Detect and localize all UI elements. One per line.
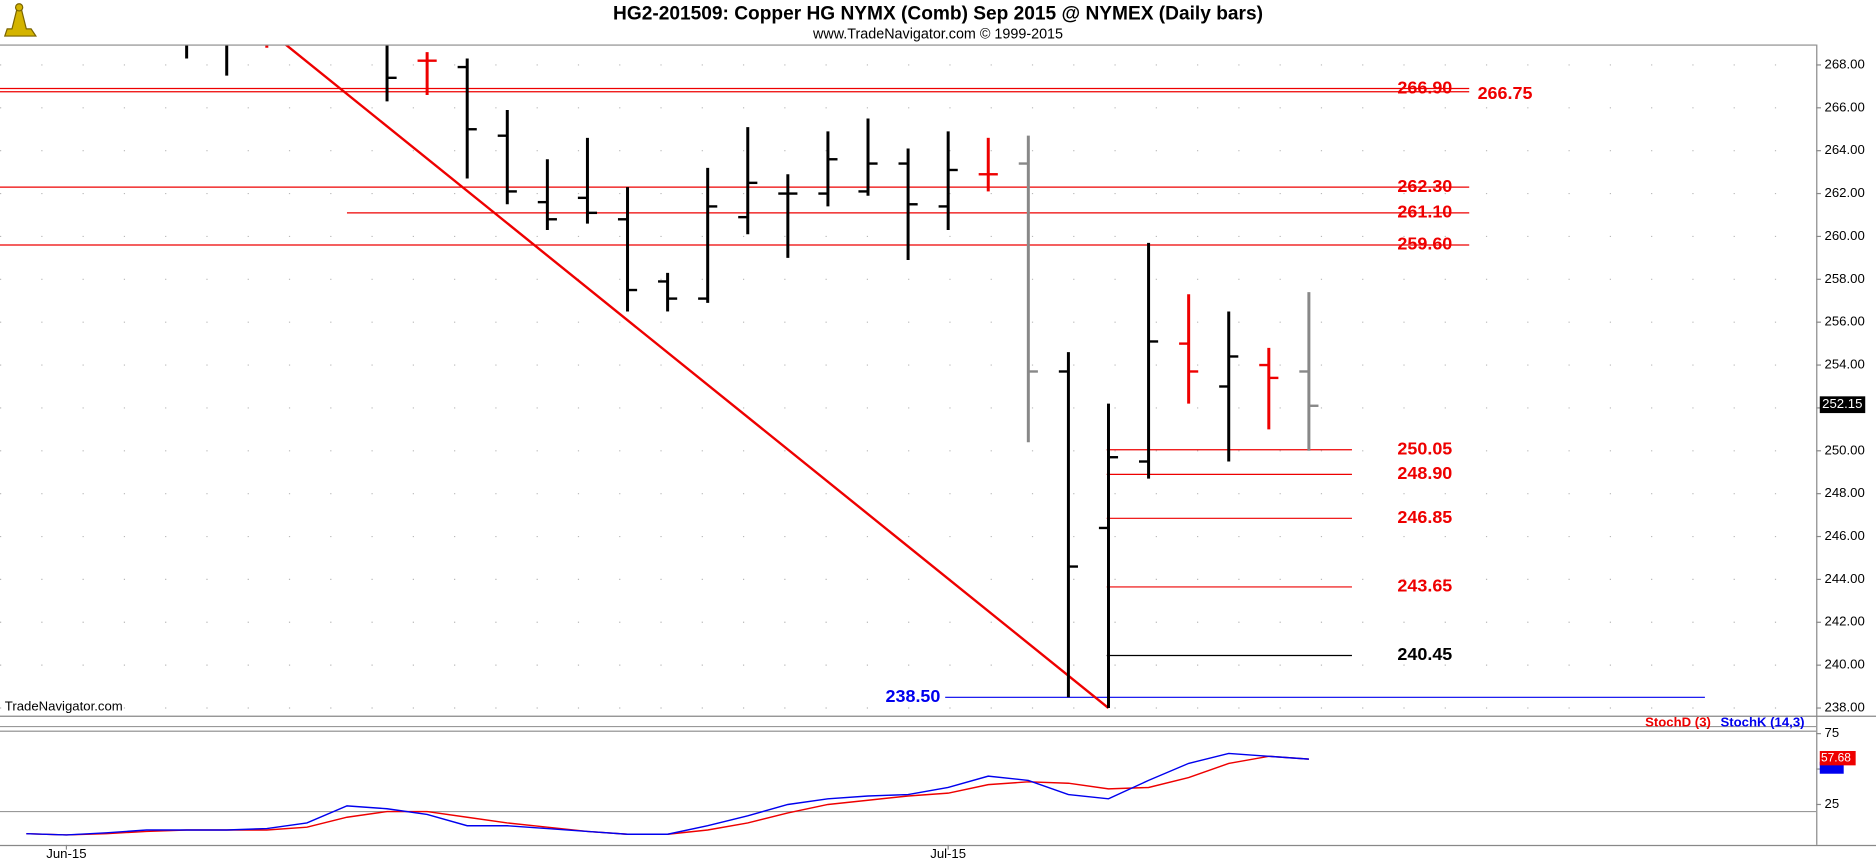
y-tick-label: 250.00 <box>1825 442 1865 457</box>
y-tick-label: 264.00 <box>1825 142 1865 157</box>
trendline <box>285 45 1110 709</box>
price-panel <box>0 45 1817 709</box>
level-label: 246.85 <box>1397 507 1452 527</box>
level-label: 243.65 <box>1397 576 1452 596</box>
price-axis: 238.00 240.00 242.00 244.00 246.00 248.00 250.… <box>46 56 1866 861</box>
level-label: 248.90 <box>1397 463 1452 483</box>
y-tick-label: 260.00 <box>1825 228 1865 243</box>
level-label: 266.90 <box>1397 77 1452 97</box>
level-label: 250.05 <box>1397 438 1452 458</box>
stoch-line <box>26 752 1309 836</box>
level-label: 266.75 <box>1478 83 1533 103</box>
y-tick-label: 262.00 <box>1825 185 1865 200</box>
y-tick-label: 238.00 <box>1825 699 1865 714</box>
y-tick-label: 246.00 <box>1825 528 1865 543</box>
y-tick-label: 258.00 <box>1825 271 1865 286</box>
x-tick-label: Jun-15 <box>46 846 86 861</box>
last-value-label: 57.68 <box>1821 750 1851 764</box>
y-tick-label: 244.00 <box>1825 571 1865 586</box>
legend-entry: StochD (3) <box>1645 714 1711 729</box>
y-tick-label: 242.00 <box>1825 614 1865 629</box>
chart-subtitle: www.TradeNavigator.com © 1999-2015 <box>812 27 1063 43</box>
last-value-box <box>1819 396 1866 414</box>
y-tick-label: 266.00 <box>1825 99 1865 114</box>
stoch-panel <box>0 725 1817 836</box>
y-tick-label: 248.00 <box>1825 485 1865 500</box>
chart-title: HG2-201509: Copper HG NYMX (Comb) Sep 20… <box>613 4 1263 25</box>
level-label: 262.30 <box>1397 176 1452 196</box>
logo <box>3 3 38 37</box>
level-label: 259.60 <box>1397 234 1452 254</box>
y-tick-label: 254.00 <box>1825 357 1865 372</box>
y-tick-label: 75 <box>1825 725 1840 740</box>
last-value-box <box>1819 750 1856 766</box>
stoch-axis: 255075StochD (3)StochK (14,3)57.68 <box>1645 714 1856 811</box>
last-value-label: 252.15 <box>1822 396 1862 411</box>
level-label: 261.10 <box>1397 202 1452 222</box>
legend-entry: StochK (14,3) <box>1720 714 1804 729</box>
watermark: TradeNavigator.com <box>5 699 123 714</box>
y-tick-label: 256.00 <box>1825 314 1865 329</box>
y-tick-label: 25 <box>1825 796 1840 811</box>
level-label: 240.45 <box>1397 644 1452 664</box>
x-tick-label: Jul-15 <box>930 846 966 861</box>
level-label: 238.50 <box>886 686 941 706</box>
y-tick-label: 240.00 <box>1825 657 1865 672</box>
y-tick-label: 268.00 <box>1825 56 1865 71</box>
k-value-box <box>1819 761 1844 774</box>
